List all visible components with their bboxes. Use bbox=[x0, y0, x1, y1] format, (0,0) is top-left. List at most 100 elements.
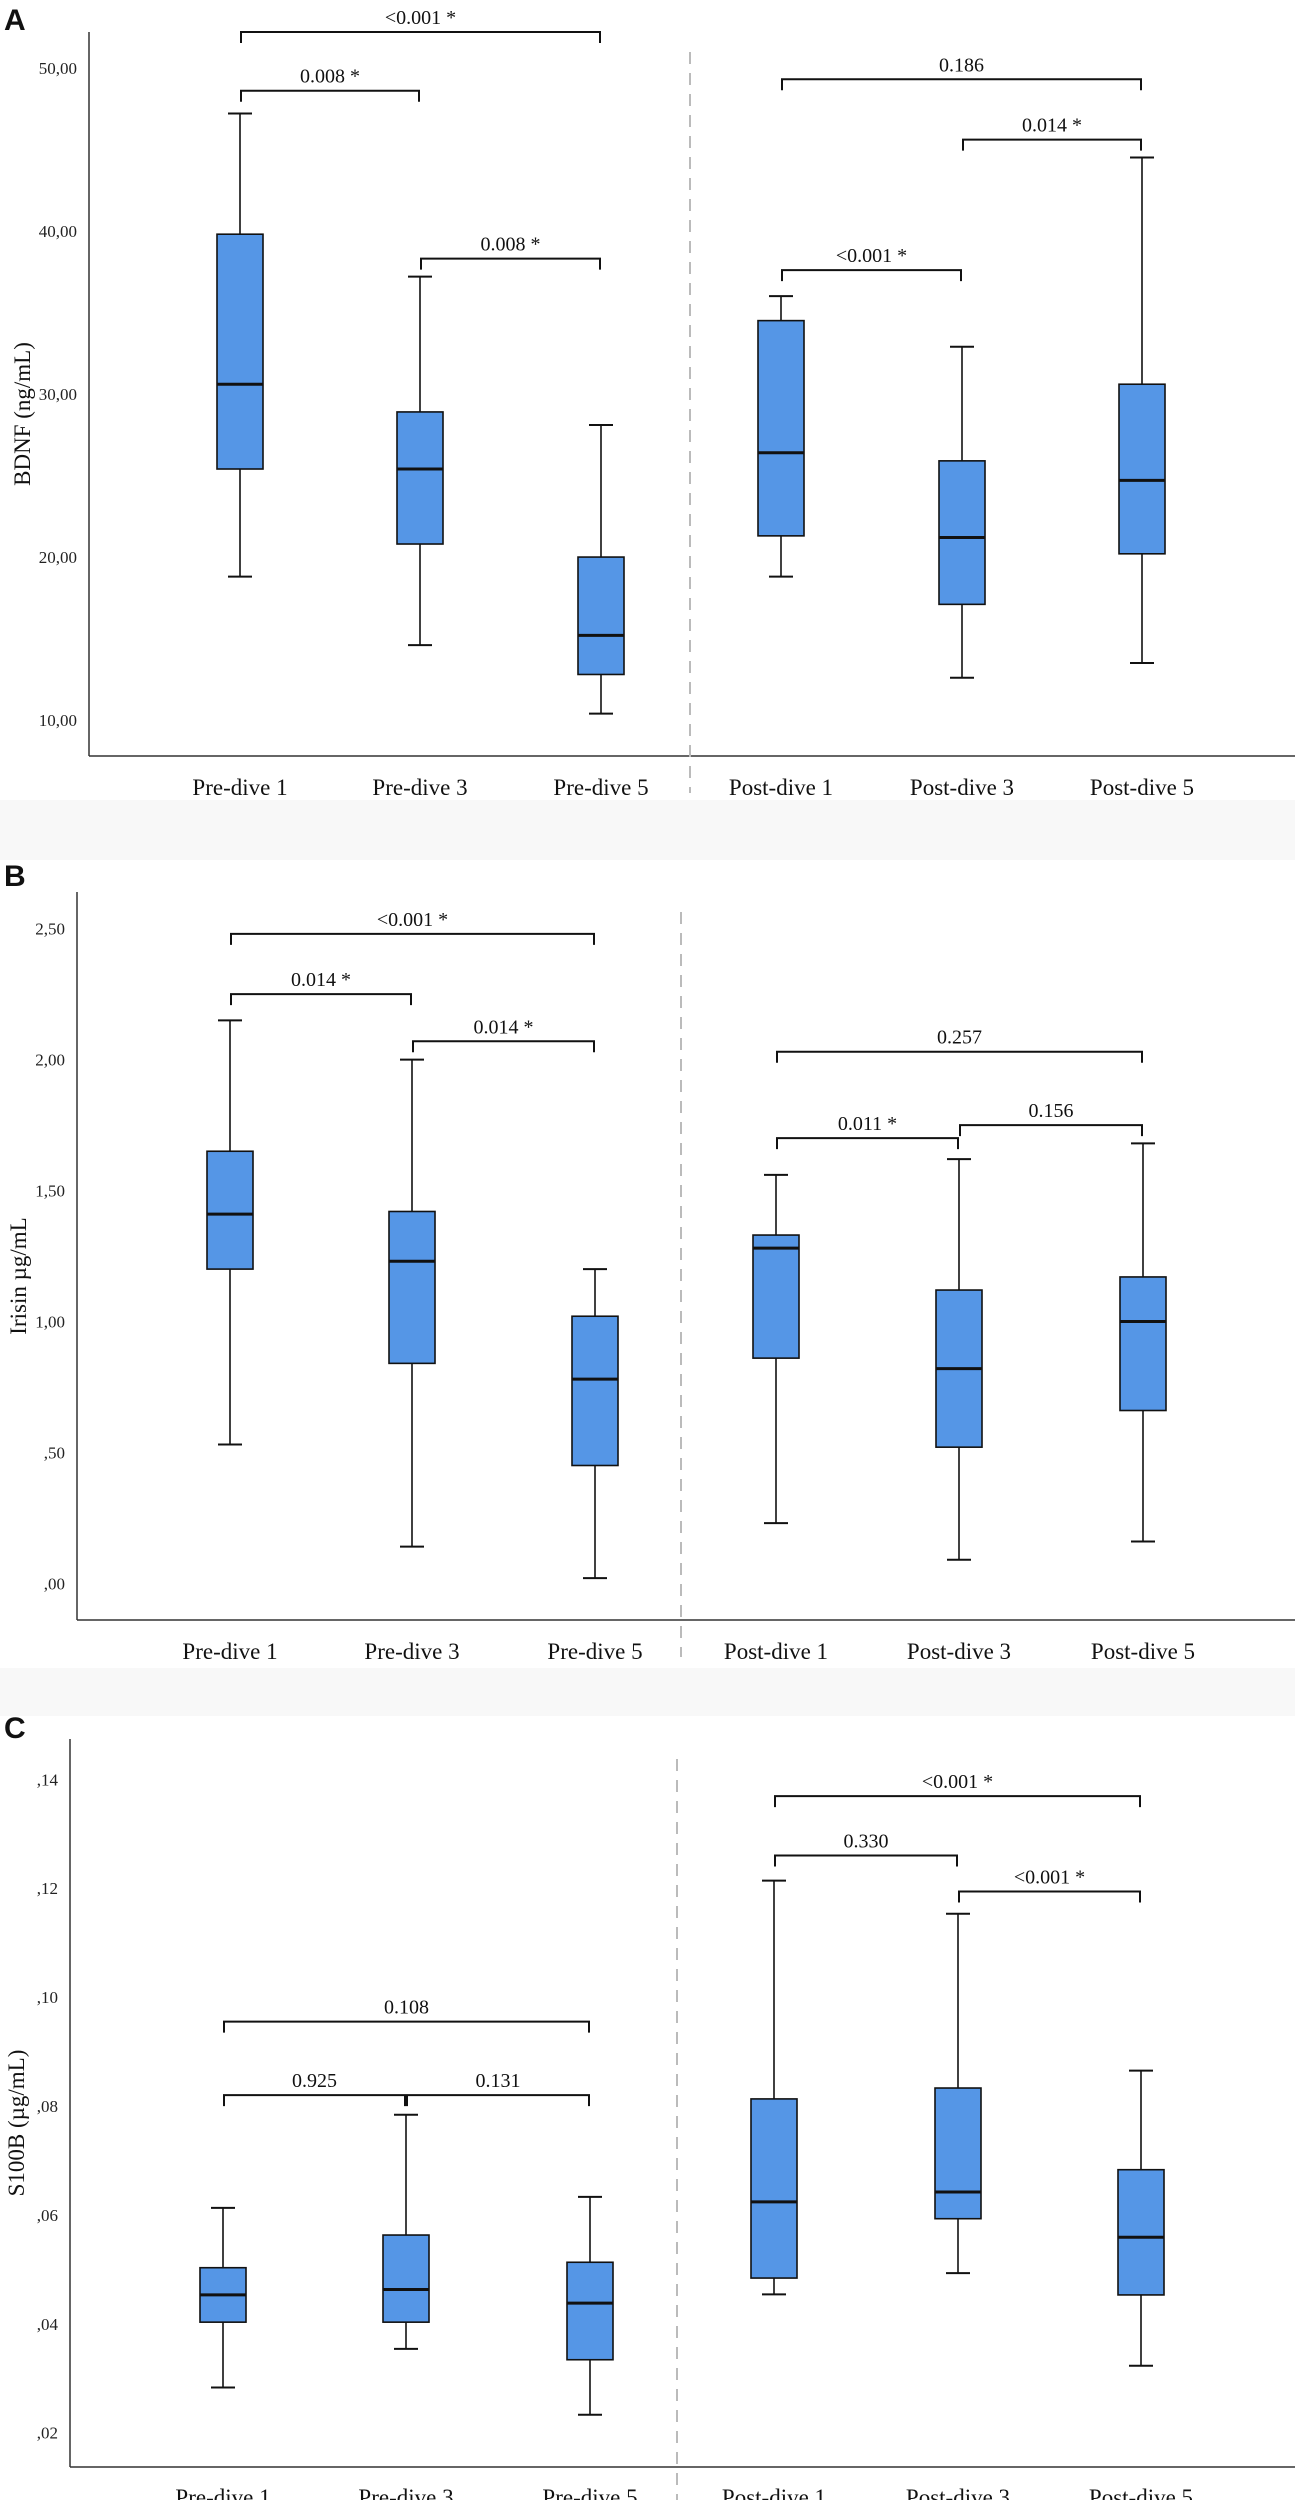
bracket-line bbox=[406, 2094, 590, 2107]
panel-label: C bbox=[4, 1712, 26, 1745]
y-tick-label: ,06 bbox=[37, 2206, 58, 2225]
panel-label: A bbox=[4, 4, 26, 37]
y-tick-label: 40,00 bbox=[39, 222, 77, 241]
y-tick-label: ,50 bbox=[44, 1443, 65, 1462]
box-post-dive-1 bbox=[752, 1173, 800, 1525]
panel-b-irisin: B ,00 ,50 1,00 1,50 2,00 2,50 Irisin µg/mL Pre-d… bbox=[4, 860, 1295, 1664]
iqr-box bbox=[216, 233, 264, 470]
panel-label: B bbox=[4, 860, 26, 893]
comparison-bracket: 0.014 * bbox=[962, 115, 1142, 151]
box-post-dive-3 bbox=[935, 1158, 983, 1561]
box-pre-dive-3 bbox=[388, 1058, 436, 1548]
p-value-label: <0.001 * bbox=[377, 909, 448, 931]
y-tick-label: 1,50 bbox=[35, 1182, 65, 1201]
x-category-label: Pre-dive 3 bbox=[364, 1639, 459, 1664]
x-category-label: Pre-dive 1 bbox=[175, 2485, 270, 2500]
x-category-label: Post-dive 5 bbox=[1090, 775, 1194, 800]
p-value-label: 0.925 bbox=[292, 2070, 337, 2092]
bracket-line bbox=[223, 2094, 406, 2107]
y-tick-label: 30,00 bbox=[39, 385, 77, 404]
p-value-label: 0.330 bbox=[844, 1831, 889, 1853]
iqr-box bbox=[750, 2098, 798, 2279]
x-category-label: Post-dive 1 bbox=[729, 775, 833, 800]
bracket-line bbox=[959, 1124, 1143, 1137]
bracket-line bbox=[420, 257, 601, 270]
iqr-box bbox=[1119, 1276, 1167, 1412]
comparison-bracket: <0.001 * bbox=[774, 1771, 1141, 1808]
bracket-line bbox=[774, 1854, 958, 1867]
bracket-line bbox=[781, 78, 1142, 91]
x-category-label: Pre-dive 1 bbox=[192, 775, 287, 800]
comparison-bracket: 0.008 * bbox=[240, 66, 420, 102]
x-category-label: Post-dive 3 bbox=[907, 1639, 1011, 1664]
x-category-label: Post-dive 1 bbox=[722, 2485, 826, 2500]
box-pre-dive-1 bbox=[199, 2206, 247, 2389]
comparison-bracket: 0.186 bbox=[781, 54, 1142, 91]
iqr-box bbox=[396, 411, 444, 545]
y-tick-label: 20,00 bbox=[39, 548, 77, 567]
x-category-label: Post-dive 3 bbox=[910, 775, 1014, 800]
y-tick-label: ,12 bbox=[37, 1879, 58, 1898]
x-category-label: Pre-dive 1 bbox=[182, 1639, 277, 1664]
x-category-label: Pre-dive 3 bbox=[358, 2485, 453, 2500]
p-value-label: 0.014 * bbox=[474, 1016, 534, 1038]
iqr-box bbox=[1118, 383, 1166, 555]
panel-a-bdnf: A 10,00 20,00 30,00 40,00 50,00 BDNF (ng/mL) Pr… bbox=[4, 4, 1295, 800]
y-tick-label: 2,00 bbox=[35, 1051, 65, 1070]
box-pre-dive-1 bbox=[206, 1019, 254, 1446]
bracket-line bbox=[412, 1040, 595, 1053]
comparison-bracket: 0.011 * bbox=[776, 1113, 959, 1150]
y-tick-label: ,00 bbox=[44, 1574, 65, 1593]
comparison-bracket: 0.131 bbox=[406, 2070, 590, 2107]
bracket-line bbox=[776, 1050, 1143, 1063]
bracket-line bbox=[962, 138, 1142, 151]
bracket-line bbox=[774, 1795, 1141, 1808]
p-value-label: 0.011 * bbox=[838, 1113, 897, 1135]
box-pre-dive-5 bbox=[571, 1268, 619, 1580]
panel-separator-band bbox=[0, 800, 1295, 860]
box-post-dive-1 bbox=[757, 295, 805, 578]
comparison-bracket: <0.001 * bbox=[958, 1866, 1141, 1903]
box-pre-dive-3 bbox=[382, 2113, 430, 2350]
bracket-line bbox=[240, 31, 601, 43]
iqr-box bbox=[757, 319, 805, 537]
box-post-dive-3 bbox=[934, 1912, 982, 2275]
box-post-dive-5 bbox=[1119, 1142, 1167, 1543]
iqr-box bbox=[1117, 2168, 1165, 2296]
iqr-box bbox=[577, 556, 625, 676]
panel-separator-band bbox=[0, 1668, 1295, 1716]
iqr-box bbox=[566, 2261, 614, 2361]
iqr-box bbox=[752, 1234, 800, 1359]
comparison-bracket: 0.014 * bbox=[412, 1016, 595, 1053]
box-pre-dive-5 bbox=[577, 423, 625, 715]
comparison-bracket: 0.108 bbox=[223, 1997, 590, 2033]
p-value-label: 0.008 * bbox=[481, 234, 541, 256]
y-tick-label: 10,00 bbox=[39, 711, 77, 730]
y-axis-title: S100B (µg/mL) bbox=[4, 2050, 29, 2197]
p-value-label: 0.014 * bbox=[291, 969, 351, 991]
p-value-label: <0.001 * bbox=[922, 1771, 993, 1793]
y-axis-title: Irisin µg/mL bbox=[6, 1217, 31, 1334]
bracket-line bbox=[223, 2020, 590, 2033]
box-post-dive-5 bbox=[1118, 156, 1166, 665]
box-post-dive-1 bbox=[750, 1879, 798, 2296]
p-value-label: 0.186 bbox=[939, 54, 984, 76]
x-category-label: Post-dive 5 bbox=[1089, 2485, 1193, 2500]
box-pre-dive-1 bbox=[216, 112, 264, 578]
comparison-bracket: 0.008 * bbox=[420, 234, 601, 270]
bracket-line bbox=[230, 993, 412, 1006]
comparison-bracket: <0.001 * bbox=[230, 909, 595, 945]
y-tick-label: 1,00 bbox=[35, 1312, 65, 1331]
x-category-label: Post-dive 1 bbox=[724, 1639, 828, 1664]
y-tick-label: ,08 bbox=[37, 2097, 58, 2116]
p-value-label: 0.131 bbox=[476, 2070, 521, 2092]
y-tick-label: 50,00 bbox=[39, 59, 77, 78]
panel-c-s100b: C ,02 ,04 ,06 ,08 ,10 ,12 ,14 S100B (µg/mL) Pre-d… bbox=[4, 1712, 1295, 2500]
y-tick-label: ,04 bbox=[37, 2315, 59, 2334]
iqr-box bbox=[388, 1210, 436, 1365]
p-value-label: 0.108 bbox=[384, 1997, 429, 2019]
box-pre-dive-5 bbox=[566, 2195, 614, 2416]
p-value-label: 0.257 bbox=[937, 1027, 982, 1049]
x-category-label: Pre-dive 5 bbox=[547, 1639, 642, 1664]
